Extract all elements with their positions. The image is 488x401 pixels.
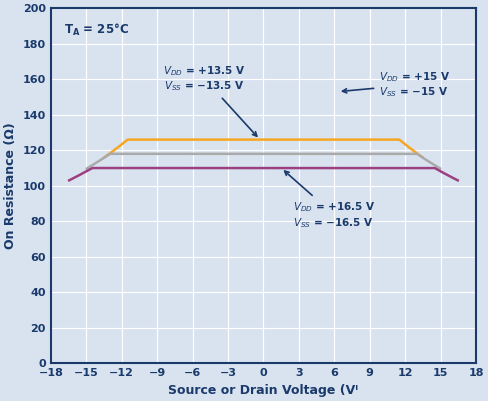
X-axis label: Source or Drain Voltage (Vᴵ: Source or Drain Voltage (Vᴵ: [168, 384, 359, 397]
Text: $V_{DD}$ = +15 V
$V_{SS}$ = −15 V: $V_{DD}$ = +15 V $V_{SS}$ = −15 V: [343, 70, 450, 99]
Text: T$_\mathregular{A}$ = 25°C: T$_\mathregular{A}$ = 25°C: [63, 22, 129, 38]
Text: $V_{DD}$ = +16.5 V
$V_{SS}$ = −16.5 V: $V_{DD}$ = +16.5 V $V_{SS}$ = −16.5 V: [285, 171, 375, 230]
Y-axis label: On Resistance (Ω): On Resistance (Ω): [4, 122, 17, 249]
Text: $V_{DD}$ = +13.5 V
$V_{SS}$ = −13.5 V: $V_{DD}$ = +13.5 V $V_{SS}$ = −13.5 V: [163, 64, 257, 136]
